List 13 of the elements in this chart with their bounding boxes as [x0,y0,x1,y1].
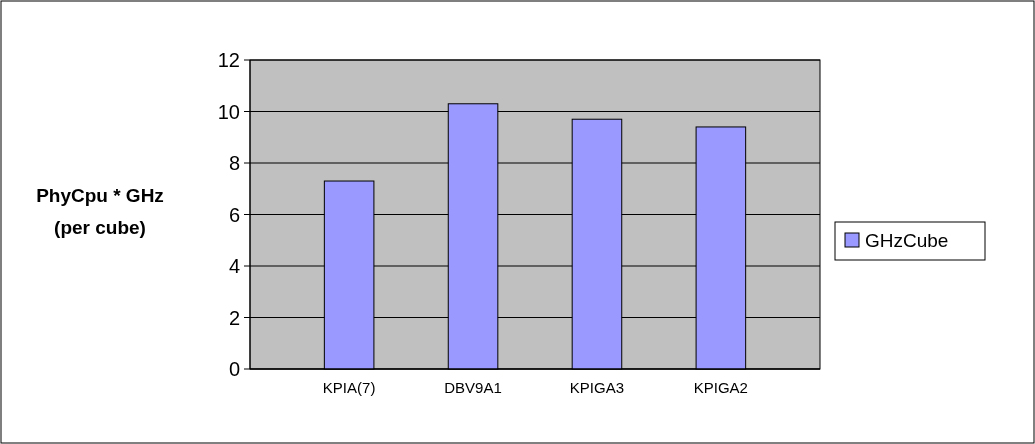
x-tick-label: KPIA(7) [322,379,376,396]
y-axis-title: PhyCpu * GHz (per cube) [36,185,164,238]
y-tick-label: 2 [228,306,240,329]
y-tick-label: 8 [228,152,240,174]
y-tick-label: 4 [228,255,240,277]
x-tick-label: KPIGA3 [569,379,625,396]
x-tick-label: KPIGA2 [693,379,748,396]
y-tick-label: 0 [228,358,240,380]
legend-label: GHzCube [865,229,949,251]
y-tick-label: 12 [217,49,240,71]
y-tick-label: 6 [228,203,240,226]
x-tick-label: DBV9A1 [444,379,502,396]
y-tick-label: 10 [217,100,240,123]
